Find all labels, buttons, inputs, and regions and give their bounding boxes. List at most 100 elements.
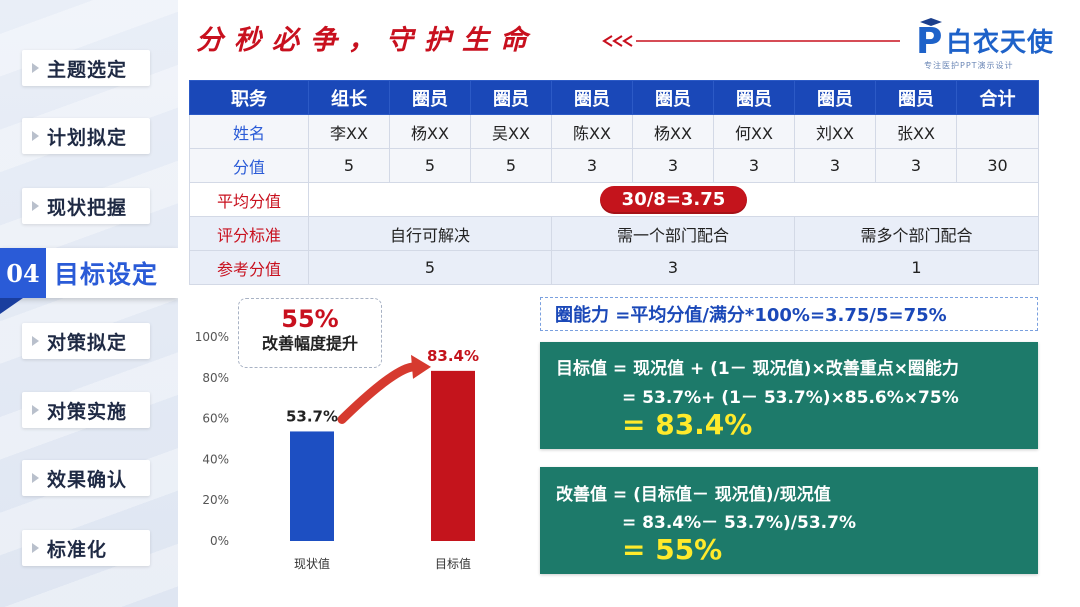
column-header: 合计 xyxy=(956,80,1039,115)
table-row-criteria: 评分标准 自行可解决 需一个部门配合 需多个部门配合 xyxy=(189,216,1039,251)
table-cell: 张XX xyxy=(875,114,957,149)
column-header: 圈员 xyxy=(875,80,957,115)
score-table: 职务 组长 圈员 圈员 圈员 圈员 圈员 圈员 圈员 合计 姓名 李XX 杨XX… xyxy=(189,80,1039,285)
table-cell: 3 xyxy=(875,148,957,183)
table-cell: 1 xyxy=(794,250,1039,285)
triangle-icon xyxy=(32,473,39,483)
section-number: 04 xyxy=(0,248,46,298)
logo: P 白衣天使 专注医护PPT演示设计 xyxy=(916,18,1066,70)
page-title: 分秒必争，守护生命 xyxy=(196,25,538,56)
table-row-names: 姓名 李XX 杨XX 吴XX 陈XX 杨XX 何XX 刘XX 张XX xyxy=(189,114,1039,149)
bar-chart: 0% 20% 40% 60% 80% 100% 53.7% 现状值 83.4% 目标值 xyxy=(195,330,479,571)
nav-item-label: 对策实施 xyxy=(47,400,128,423)
formula-line: = 53.7%+ (1－ 53.7%)×85.6%×75% xyxy=(622,388,959,408)
nav-item-countermeasure-implement[interactable]: 对策实施 xyxy=(22,392,150,428)
row-header: 分值 xyxy=(189,148,309,183)
arrow-head-icon xyxy=(411,354,431,379)
nav-item-countermeasure-plan[interactable]: 对策拟定 xyxy=(22,323,150,359)
growth-arrow xyxy=(337,362,420,424)
nav-item-effect-check[interactable]: 效果确认 xyxy=(22,460,150,496)
triangle-icon xyxy=(32,405,39,415)
table-cell: 3 xyxy=(551,148,633,183)
table-cell: 3 xyxy=(794,148,876,183)
row-header: 姓名 xyxy=(189,114,309,149)
bar-value-label: 83.4% xyxy=(427,347,479,365)
nav-item-target-setting[interactable]: 04 目标设定 xyxy=(0,248,178,314)
nav-item-label: 主题选定 xyxy=(47,58,128,81)
row-header: 评分标准 xyxy=(189,216,309,251)
logo-subtitle: 专注医护PPT演示设计 xyxy=(924,61,1014,70)
table-cell: 何XX xyxy=(713,114,795,149)
table-row-scores: 分值 5 5 5 3 3 3 3 3 30 xyxy=(189,148,1039,183)
x-tick-label: 现状值 xyxy=(294,556,330,571)
bar xyxy=(290,431,334,541)
column-header: 圈员 xyxy=(794,80,876,115)
y-tick-label: 60% xyxy=(202,412,229,426)
column-header: 圈员 xyxy=(551,80,633,115)
improvement-formula-box: 改善值 = (目标值－ 现况值)/现况值 = 83.4%－ 53.7%)/53.… xyxy=(540,467,1038,574)
triangle-icon xyxy=(32,201,39,211)
nav-item-standardize[interactable]: 标准化 xyxy=(22,530,150,566)
table-row-reference: 参考分值 5 3 1 xyxy=(189,250,1039,285)
nav-item-plan[interactable]: 计划拟定 xyxy=(22,118,150,154)
table-cell: 杨XX xyxy=(389,114,471,149)
fold-corner-icon xyxy=(0,298,23,314)
circle-ability-formula: 圈能力 =平均分值/满分*100%=3.75/5=75% xyxy=(540,297,1038,331)
table-cell: 30/8=3.75 xyxy=(308,182,1039,217)
logo-name: 白衣天使 xyxy=(946,28,1055,58)
target-formula-box: 目标值 = 现况值 + (1－ 现况值)×改善重点×圈能力 = 53.7%+ (… xyxy=(540,342,1038,449)
table-row-average: 平均分值 30/8=3.75 xyxy=(189,182,1039,217)
triangle-icon xyxy=(32,63,39,73)
nav-item-status[interactable]: 现状把握 xyxy=(22,188,150,224)
table-cell: 自行可解决 xyxy=(308,216,552,251)
formula-line: 目标值 = 现况值 + (1－ 现况值)×改善重点×圈能力 xyxy=(556,359,959,379)
table-cell: 杨XX xyxy=(632,114,714,149)
table-cell: 5 xyxy=(389,148,471,183)
table-cell: 5 xyxy=(470,148,552,183)
sidebar: 主题选定 计划拟定 现状把握 04 目标设定 对策拟定 对策实施 效果确认 标准… xyxy=(0,0,178,607)
y-tick-label: 80% xyxy=(202,371,229,385)
improvement-callout: 55% 改善幅度提升 xyxy=(238,298,382,368)
row-header: 参考分值 xyxy=(189,250,309,285)
table-cell: 需多个部门配合 xyxy=(794,216,1039,251)
nav-item-topic-selection[interactable]: 主题选定 xyxy=(22,50,150,86)
y-tick-label: 40% xyxy=(202,452,229,466)
table-cell: 吴XX xyxy=(470,114,552,149)
column-header: 圈员 xyxy=(470,80,552,115)
x-tick-label: 目标值 xyxy=(435,556,471,571)
column-header: 职务 xyxy=(189,80,309,115)
table-cell xyxy=(956,114,1039,149)
column-header: 组长 xyxy=(308,80,390,115)
table-cell: 刘XX xyxy=(794,114,876,149)
grad-cap-icon xyxy=(920,18,942,26)
table-cell: 3 xyxy=(713,148,795,183)
formula-result: = 83.4% xyxy=(622,408,753,441)
table-cell: 30 xyxy=(956,148,1039,183)
column-header: 圈员 xyxy=(632,80,714,115)
y-tick-label: 0% xyxy=(210,534,229,548)
triangle-icon xyxy=(32,336,39,346)
average-badge: 30/8=3.75 xyxy=(599,185,748,214)
formula-result: = 55% xyxy=(622,533,723,566)
table-cell: 5 xyxy=(308,148,390,183)
table-cell: 李XX xyxy=(308,114,390,149)
table-cell: 陈XX xyxy=(551,114,633,149)
row-header: 平均分值 xyxy=(189,182,309,217)
table-cell: 3 xyxy=(551,250,795,285)
bar-value-label: 53.7% xyxy=(286,407,338,425)
nav-item-label: 目标设定 xyxy=(54,260,159,289)
y-tick-label: 20% xyxy=(202,493,229,507)
arrow-left-icon xyxy=(602,35,900,47)
table-header-row: 职务 组长 圈员 圈员 圈员 圈员 圈员 圈员 圈员 合计 xyxy=(189,80,1039,115)
nav-item-label: 对策拟定 xyxy=(47,331,128,354)
nav-item-label: 标准化 xyxy=(47,538,108,561)
triangle-icon xyxy=(32,131,39,141)
column-header: 圈员 xyxy=(713,80,795,115)
column-header: 圈员 xyxy=(389,80,471,115)
triangle-icon xyxy=(32,543,39,553)
nav-item-label: 现状把握 xyxy=(47,196,128,219)
table-cell: 需一个部门配合 xyxy=(551,216,795,251)
callout-text: 改善幅度提升 xyxy=(261,334,358,353)
nav-item-label: 计划拟定 xyxy=(47,126,128,149)
bar xyxy=(431,370,475,541)
